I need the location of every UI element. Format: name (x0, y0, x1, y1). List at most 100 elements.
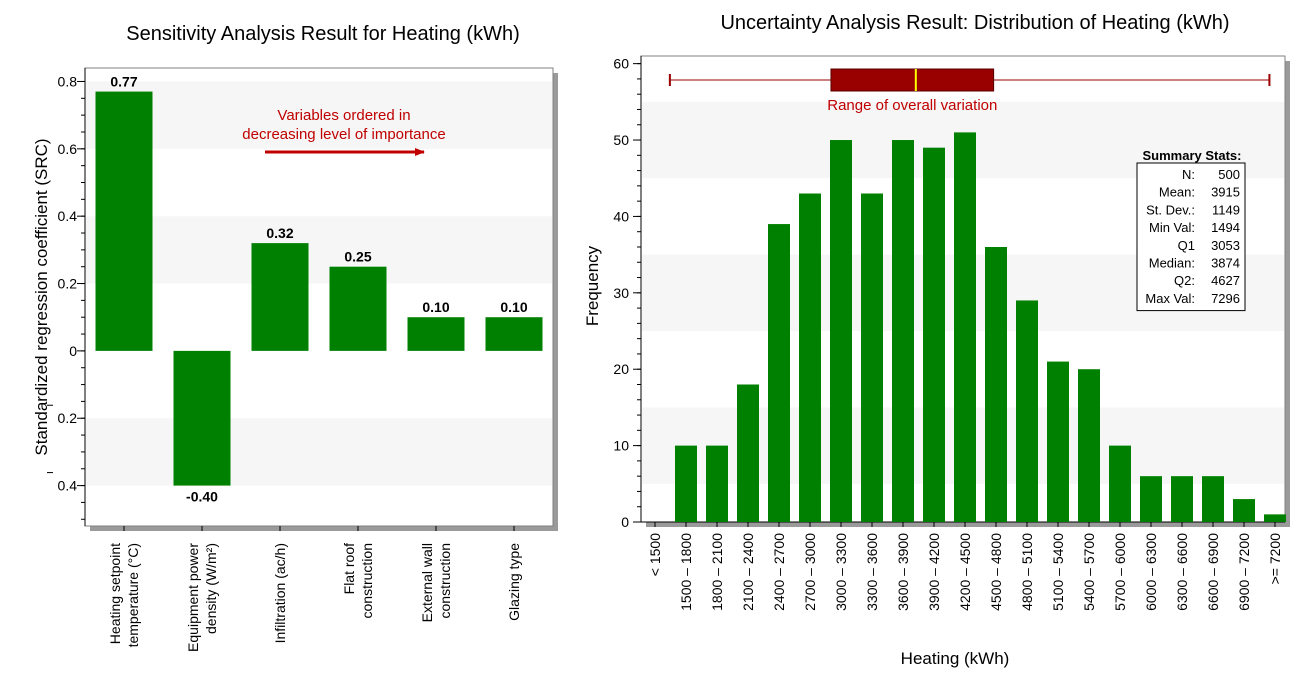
y-tick-label: 30 (613, 285, 629, 301)
category-label: temperature (°C) (125, 543, 141, 647)
bar-value-label: -0.40 (186, 489, 218, 505)
y-tick-label: 0.2 (58, 276, 78, 292)
histogram-bar (861, 193, 883, 523)
y-tick-label: 10 (613, 438, 629, 454)
bar (251, 243, 309, 351)
histogram-bars (675, 132, 1286, 523)
bin-label: 1500 – 1800 (678, 533, 694, 611)
bin-label: 6000 – 6300 (1143, 533, 1159, 611)
bin-label: 5400 – 5700 (1081, 533, 1097, 611)
histogram-bar (1047, 361, 1069, 522)
histogram-bar (923, 147, 945, 523)
boxplot-label: Range of overall variation (827, 97, 997, 114)
histogram-bar (768, 224, 790, 523)
stats-row-value: 7296 (1211, 291, 1240, 306)
bar (329, 266, 387, 351)
bar (485, 317, 543, 351)
bin-label: 5100 – 5400 (1050, 533, 1066, 611)
y-tick-label: 0 (621, 514, 629, 530)
y-tick-label: 0.6 (58, 141, 78, 157)
stats-title: Summary Stats: (1143, 148, 1242, 163)
histogram-bar (1016, 300, 1038, 522)
stats-row-label: Q1 (1178, 238, 1195, 253)
y-tick-label: 0.8 (58, 73, 78, 89)
stats-row-value: 1149 (1212, 202, 1240, 217)
stats-row-value: 3053 (1211, 238, 1240, 253)
y-tick-label: 20 (613, 361, 629, 377)
boxplot: Range of overall variation (668, 68, 1271, 114)
bin-label: 4800 – 5100 (1019, 533, 1035, 611)
summary-stats-box: Summary Stats: N: 500 Mean: 3915 St. Dev.: 114… (1136, 148, 1246, 312)
histogram-bar (954, 132, 976, 523)
stats-row-value: 3874 (1211, 256, 1240, 271)
category-label: Heating setpoint (107, 543, 123, 644)
bars: 0.77 -0.40 0.32 0.25 0.10 0.10 (95, 74, 543, 505)
uncertainty-title: Uncertainty Analysis Result: Distributio… (720, 12, 1229, 34)
y-tick-label: 60 (613, 56, 629, 72)
bar-value-label: 0.10 (422, 299, 449, 315)
bin-label: 1800 – 2100 (709, 533, 725, 611)
bin-label: 3300 – 3600 (864, 533, 880, 611)
grid-band (86, 216, 552, 284)
stats-row-value: 3915 (1211, 185, 1240, 200)
bar-value-label: 0.10 (500, 299, 527, 315)
stats-row-value: 500 (1218, 167, 1240, 182)
stats-row-label: Q2: (1174, 273, 1195, 288)
bar (407, 317, 465, 351)
bin-label: 5700 – 6000 (1112, 533, 1128, 611)
bar-value-label: 0.77 (110, 74, 137, 90)
x-category-labels: Heating setpoint temperature (°C) Equipmen… (107, 526, 522, 652)
stats-row-value: 4627 (1211, 273, 1240, 288)
category-label: construction (437, 543, 453, 618)
stats-frame (1136, 162, 1246, 312)
y-tick-label: 0.2 (58, 410, 78, 426)
category-label: Equipment power (185, 543, 201, 652)
y-tick-label: 0.4 (58, 208, 78, 224)
bar-value-label: 0.25 (344, 249, 371, 265)
category-label: Infiltration (ac/h) (272, 543, 288, 643)
stats-row-label: Max Val: (1145, 291, 1195, 306)
histogram-bar (1264, 514, 1286, 522)
bin-label: >= 7200 (1267, 533, 1283, 585)
sensitivity-chart: Sensitivity Analysis Result for Heating … (32, 23, 558, 652)
ordering-annotation: Variables ordered in decreasing level of… (242, 107, 446, 156)
annotation-line-2: decreasing level of importance (242, 126, 445, 143)
stats-row-label: St. Dev.: (1146, 202, 1195, 217)
annotation-line-1: Variables ordered in (277, 107, 410, 124)
bin-label: < 1500 (647, 533, 663, 576)
histogram-bar (799, 193, 821, 523)
bin-label: 6600 – 6900 (1205, 533, 1221, 611)
category-label: Glazing type (506, 543, 522, 621)
sensitivity-y-label: Standardized regression coefficient (SRC… (32, 138, 51, 455)
stats-row-label: Median: (1149, 256, 1195, 271)
histogram-bar (892, 140, 914, 523)
category-label: External wall (419, 543, 435, 622)
histogram-bar (1171, 476, 1193, 522)
category-label: construction (359, 543, 375, 618)
histogram-bar (675, 445, 697, 522)
category-label: density (W/m²) (203, 543, 219, 634)
y-tick-label: 0 (69, 343, 77, 359)
stats-row-label: Mean: (1159, 185, 1195, 200)
x-bin-labels: < 1500 1500 – 1800 1800 – 2100 2100 – 2400 2… (647, 522, 1283, 611)
stats-row-value: 1494 (1211, 220, 1240, 235)
histogram-bar (1140, 476, 1162, 522)
y-tick-label: 50 (613, 132, 629, 148)
iqr-box (830, 68, 995, 92)
bin-label: 2700 – 3000 (802, 533, 818, 611)
grid-band (86, 418, 552, 486)
histogram-bar (706, 445, 728, 522)
histogram-bar (1109, 445, 1131, 522)
stats-row-label: Min Val: (1149, 220, 1195, 235)
bin-label: 6300 – 6600 (1174, 533, 1190, 611)
grid-bands (86, 81, 552, 486)
uncertainty-y-label: Frequency (583, 245, 602, 326)
histogram-bar (1233, 499, 1255, 522)
bin-label: 3000 – 3300 (833, 533, 849, 611)
bar (95, 91, 153, 351)
histogram-bar (1202, 476, 1224, 522)
bin-label: 2400 – 2700 (771, 533, 787, 611)
bin-label: 6900 – 7200 (1236, 533, 1252, 611)
histogram-bar (737, 384, 759, 522)
